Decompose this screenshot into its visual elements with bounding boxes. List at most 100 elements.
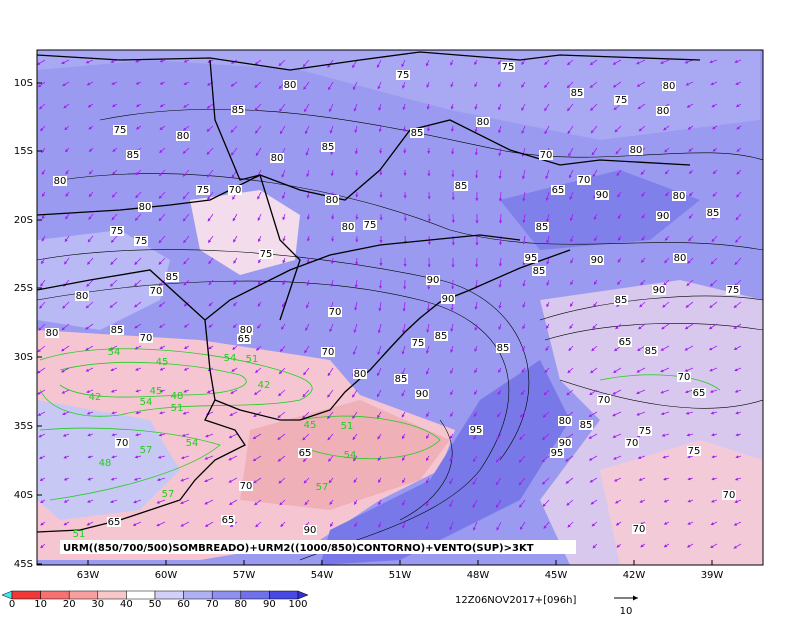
- wind-arrow: [110, 477, 118, 481]
- wind-arrow: [64, 235, 70, 243]
- wind-arrow: [588, 411, 598, 417]
- wind-arrow: [664, 147, 670, 153]
- wind-arrow: [37, 59, 46, 66]
- contour-label: 80: [342, 222, 355, 233]
- wind-arrow: [159, 367, 166, 371]
- wind-arrow: [208, 345, 214, 350]
- wind-arrow: [591, 147, 598, 156]
- wind-arrow: [522, 301, 526, 308]
- wind-arrow: [158, 169, 166, 177]
- wind-arrow: [230, 389, 238, 394]
- wind-arrow: [592, 543, 598, 549]
- contour-label-bg: [469, 425, 483, 435]
- contour-label-bg: [426, 275, 440, 285]
- contour-label: 70: [322, 347, 335, 358]
- wind-arrow: [306, 257, 310, 264]
- wind-arrow: [111, 213, 118, 221]
- wind-arrow: [663, 279, 670, 286]
- border: [37, 51, 701, 71]
- colorbar-label: 100: [288, 599, 307, 610]
- wind-arrow: [40, 543, 46, 549]
- wind-arrow: [230, 81, 238, 87]
- wind-arrow: [589, 81, 598, 89]
- wind-arrow: [40, 279, 46, 287]
- wind-arrow: [254, 81, 262, 88]
- wind-arrow: [306, 235, 310, 242]
- contour-label-bg: [672, 191, 686, 201]
- wind-arrow: [111, 81, 118, 85]
- wind-arrow: [204, 477, 214, 483]
- contour-label: 85: [111, 325, 124, 336]
- wind-arrow: [377, 345, 382, 356]
- wind-arrow: [734, 477, 742, 481]
- wind-arrow: [156, 521, 166, 527]
- contour-label: 80: [657, 106, 670, 117]
- wind-arrow: [328, 455, 334, 462]
- wind-arrow: [39, 301, 46, 309]
- wind-arrow: [278, 367, 286, 375]
- wind-arrow: [330, 169, 334, 177]
- wind-arrow: [40, 125, 46, 132]
- wind-arrow: [112, 169, 118, 175]
- wind-arrow: [617, 279, 622, 285]
- contour-label: 65: [222, 515, 235, 526]
- wind-arrow: [518, 455, 526, 463]
- lon-label: 60W: [155, 570, 178, 581]
- wind-arrow: [425, 367, 430, 375]
- contour-label-bg: [325, 195, 339, 205]
- contour-label-bg: [259, 249, 273, 259]
- wind-arrow: [229, 411, 238, 416]
- contour-line: [399, 379, 763, 521]
- wind-arrow: [329, 103, 334, 113]
- wind-arrow: [258, 235, 262, 243]
- wind-arrow: [252, 433, 262, 440]
- wind-arrow: [640, 543, 646, 548]
- wind-arrow: [519, 521, 526, 531]
- wind-arrow: [62, 81, 70, 87]
- wind-arrow: [86, 279, 94, 287]
- wind-arrow: [354, 279, 358, 289]
- wind-arrow: [64, 125, 70, 131]
- wind-arrow: [401, 345, 406, 355]
- wind-arrow: [182, 125, 190, 131]
- green-contour-label: 57: [316, 482, 329, 493]
- wind-arrow: [183, 279, 190, 286]
- contour-label-bg: [629, 145, 643, 155]
- contour-label-bg: [396, 70, 410, 80]
- colorbar-label: 90: [263, 599, 276, 610]
- lat-label: 40S: [14, 490, 33, 501]
- wind-arrow: [735, 103, 742, 108]
- run-time: 12Z06NOV2017+[096h]: [455, 595, 576, 606]
- wind-arrow: [712, 191, 718, 197]
- wind-arrow: [306, 191, 310, 199]
- wind-arrow: [306, 279, 310, 287]
- wind-arrow: [180, 455, 190, 460]
- wind-arrow: [734, 389, 742, 393]
- wind-arrow: [306, 213, 310, 220]
- wind-arrow: [111, 191, 118, 198]
- contour-label: 85: [645, 346, 658, 357]
- wind-arrow: [86, 257, 94, 265]
- colorbar-label: 70: [206, 599, 219, 610]
- contour-label: 70: [598, 395, 611, 406]
- green-contour-label: 42: [89, 392, 102, 403]
- wind-arrow: [588, 455, 598, 461]
- wind-arrow: [231, 367, 238, 372]
- wind-arrow: [158, 191, 166, 199]
- contour-label-bg: [237, 334, 251, 344]
- wind-arrow: [39, 477, 46, 481]
- wind-arrow: [497, 59, 502, 65]
- contour-label-bg: [618, 337, 632, 347]
- colorbar-label: 30: [91, 599, 104, 610]
- wind-arrow: [474, 367, 478, 374]
- wind-arrow: [662, 455, 670, 459]
- wind-arrow: [62, 433, 70, 437]
- wind-arrow: [38, 323, 46, 331]
- wind-arrow: [638, 477, 646, 481]
- wind-arrow: [688, 169, 694, 175]
- wind-arrow: [62, 411, 70, 416]
- wind-arrow: [377, 411, 382, 419]
- wind-arrow: [545, 345, 550, 352]
